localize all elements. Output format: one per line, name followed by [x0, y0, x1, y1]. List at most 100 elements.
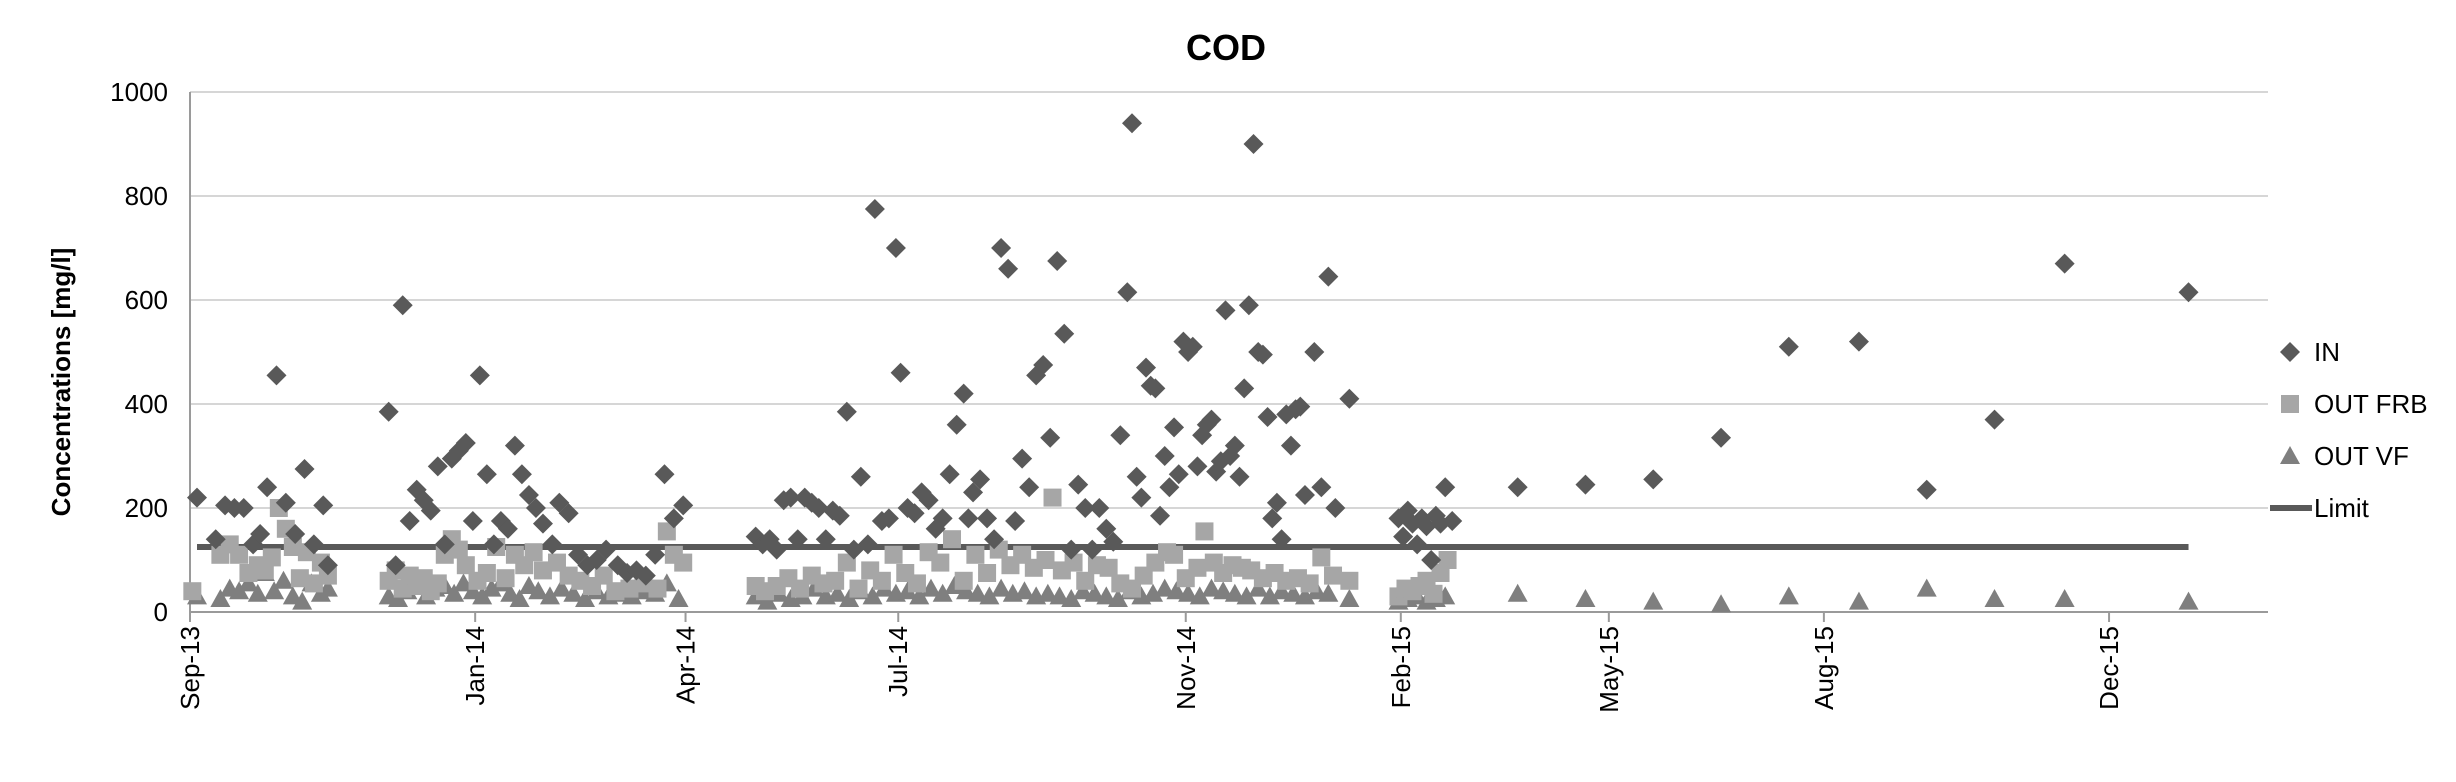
- out-vf-point: [472, 586, 493, 605]
- in-point: [958, 508, 979, 529]
- out-vf-point: [1107, 589, 1128, 607]
- legend-marker-out-frb: [2281, 395, 2299, 413]
- in-point: [1643, 469, 1664, 490]
- in-point: [1126, 466, 1147, 487]
- legend-marker-out-vf: [2280, 446, 2300, 464]
- series-in: [187, 113, 2199, 586]
- out-frb-point: [931, 553, 950, 572]
- out-frb-point: [648, 579, 667, 598]
- in-point: [1005, 511, 1026, 531]
- in-point: [963, 482, 984, 503]
- out-frb-point: [533, 561, 552, 580]
- series-layer: [183, 113, 2199, 613]
- out-frb-point: [1036, 551, 1055, 569]
- out-vf-point: [1711, 594, 1732, 613]
- in-point: [427, 456, 448, 477]
- in-point: [1290, 396, 1311, 417]
- in-point: [1136, 357, 1157, 378]
- in-point: [939, 464, 960, 485]
- out-vf-point: [1778, 586, 1799, 605]
- out-vf-point: [388, 589, 409, 607]
- out-vf-point: [932, 583, 953, 602]
- in-point: [285, 524, 306, 544]
- in-point: [1145, 378, 1166, 399]
- in-point: [904, 503, 925, 524]
- out-vf-point: [909, 586, 930, 605]
- out-vf-point: [1507, 583, 1528, 602]
- out-vf-point: [1339, 589, 1360, 607]
- out-frb-point: [304, 574, 323, 593]
- out-frb-point: [318, 566, 337, 585]
- in-point: [399, 511, 420, 531]
- in-point: [1304, 342, 1325, 362]
- out-frb-point: [872, 571, 891, 590]
- x-tick-label: Jul-14: [883, 626, 913, 697]
- in-point: [1201, 409, 1222, 430]
- in-point: [462, 511, 483, 531]
- out-vf-point: [292, 591, 313, 610]
- out-frb-point: [1188, 558, 1207, 577]
- in-point: [1711, 427, 1732, 448]
- in-point: [815, 529, 836, 550]
- out-frb-point: [954, 571, 973, 590]
- in-point: [635, 565, 656, 586]
- in-point: [673, 495, 694, 516]
- x-tick-label: Jan-14: [460, 626, 490, 706]
- in-point: [1012, 448, 1033, 469]
- out-vf-point: [1643, 591, 1664, 610]
- out-frb-point: [1424, 584, 1443, 603]
- out-vf-point: [1037, 583, 1058, 602]
- in-point: [1507, 477, 1528, 498]
- out-frb-point: [966, 545, 985, 564]
- x-tick-label: Apr-14: [671, 626, 701, 704]
- out-vf-point: [509, 589, 530, 607]
- out-vf-point: [1248, 578, 1269, 597]
- x-tick-labels: Sep-13 Jan-14 Apr-14 Jul-14 Nov-14 Feb-15 May-…: [175, 626, 2124, 713]
- out-vf-point: [1259, 586, 1280, 605]
- out-vf-point: [1084, 583, 1105, 602]
- out-vf-point: [444, 583, 465, 602]
- out-vf-point: [273, 570, 294, 589]
- in-point: [1164, 417, 1185, 438]
- in-point: [294, 459, 315, 479]
- out-vf-point: [1061, 589, 1082, 607]
- out-vf-point: [1014, 581, 1035, 600]
- in-point: [1435, 477, 1456, 498]
- out-frb-point: [837, 553, 856, 572]
- in-point: [1294, 485, 1315, 505]
- out-vf-point: [1072, 581, 1093, 600]
- in-point: [1033, 355, 1054, 375]
- out-frb-point: [943, 530, 962, 549]
- in-point: [787, 529, 808, 550]
- in-point: [953, 383, 974, 404]
- x-tick-label: Aug-15: [1809, 626, 1839, 710]
- in-point: [187, 487, 208, 508]
- in-point: [1916, 479, 1937, 500]
- out-vf-point: [1201, 578, 1222, 597]
- in-point: [542, 534, 563, 555]
- out-vf-point: [1143, 583, 1164, 602]
- out-vf-point: [1224, 583, 1245, 602]
- in-point: [1421, 550, 1442, 570]
- out-vf-point: [575, 589, 596, 607]
- in-point: [1266, 492, 1287, 513]
- in-point: [392, 295, 413, 316]
- in-point: [836, 401, 857, 422]
- in-point: [766, 539, 787, 560]
- out-vf-point: [2054, 589, 2075, 607]
- out-frb-point: [1064, 553, 1083, 572]
- in-point: [1154, 446, 1175, 466]
- legend-label-out-vf: OUT VF: [2314, 441, 2409, 471]
- out-vf-point: [668, 589, 689, 607]
- in-point: [878, 508, 899, 529]
- in-point: [1252, 344, 1273, 365]
- in-point: [1019, 477, 1040, 498]
- x-tick-label: Feb-15: [1386, 626, 1416, 708]
- in-point: [497, 518, 518, 539]
- out-vf-point: [1189, 586, 1210, 605]
- in-point: [1257, 407, 1278, 427]
- in-point: [215, 495, 236, 516]
- out-vf-point: [1166, 581, 1187, 600]
- out-frb-point: [290, 569, 309, 588]
- x-tick-label: Sep-13: [175, 626, 205, 710]
